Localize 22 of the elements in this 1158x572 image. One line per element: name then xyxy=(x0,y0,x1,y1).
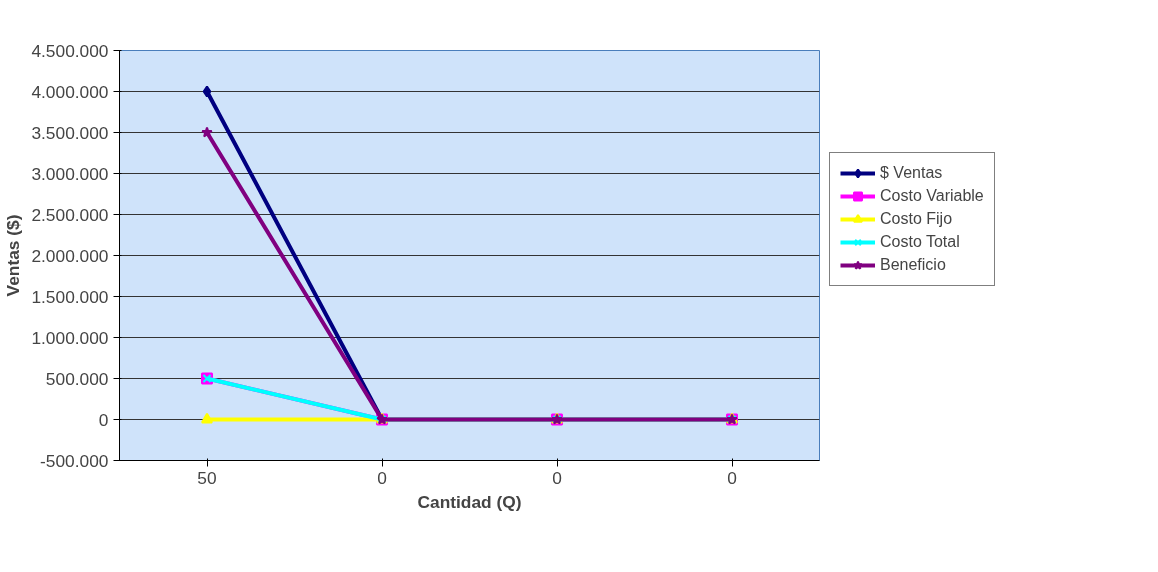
x-tick-label: 50 xyxy=(197,467,217,488)
y-tick-label: 1.500.000 xyxy=(31,286,109,307)
y-axis-title: Ventas ($) xyxy=(3,214,24,297)
x-axis-title: Cantidad (Q) xyxy=(417,491,522,512)
y-tick-label: 3.500.000 xyxy=(31,122,109,143)
legend-label: Costo Total xyxy=(880,233,960,251)
y-tick-label: 0 xyxy=(98,409,109,430)
legend-label: Costo Fijo xyxy=(880,210,953,228)
y-tick-label: 1.000.000 xyxy=(31,327,109,348)
y-tick-label: 4.500.000 xyxy=(31,40,109,61)
x-tick-label: 0 xyxy=(552,467,562,488)
x-tick-label: 0 xyxy=(377,467,387,488)
legend-label: Beneficio xyxy=(880,256,946,274)
legend-label: $ Ventas xyxy=(880,164,943,182)
y-tick-label: 2.500.000 xyxy=(31,204,109,225)
x-tick-label: 0 xyxy=(727,467,737,488)
y-tick-label: 4.000.000 xyxy=(31,81,109,102)
y-tick-label: 2.000.000 xyxy=(31,245,109,266)
y-tick-label: 500.000 xyxy=(45,368,109,389)
y-tick-label: -500.000 xyxy=(40,450,109,471)
legend-label: Costo Variable xyxy=(880,187,984,205)
y-tick-label: 3.000.000 xyxy=(31,163,109,184)
